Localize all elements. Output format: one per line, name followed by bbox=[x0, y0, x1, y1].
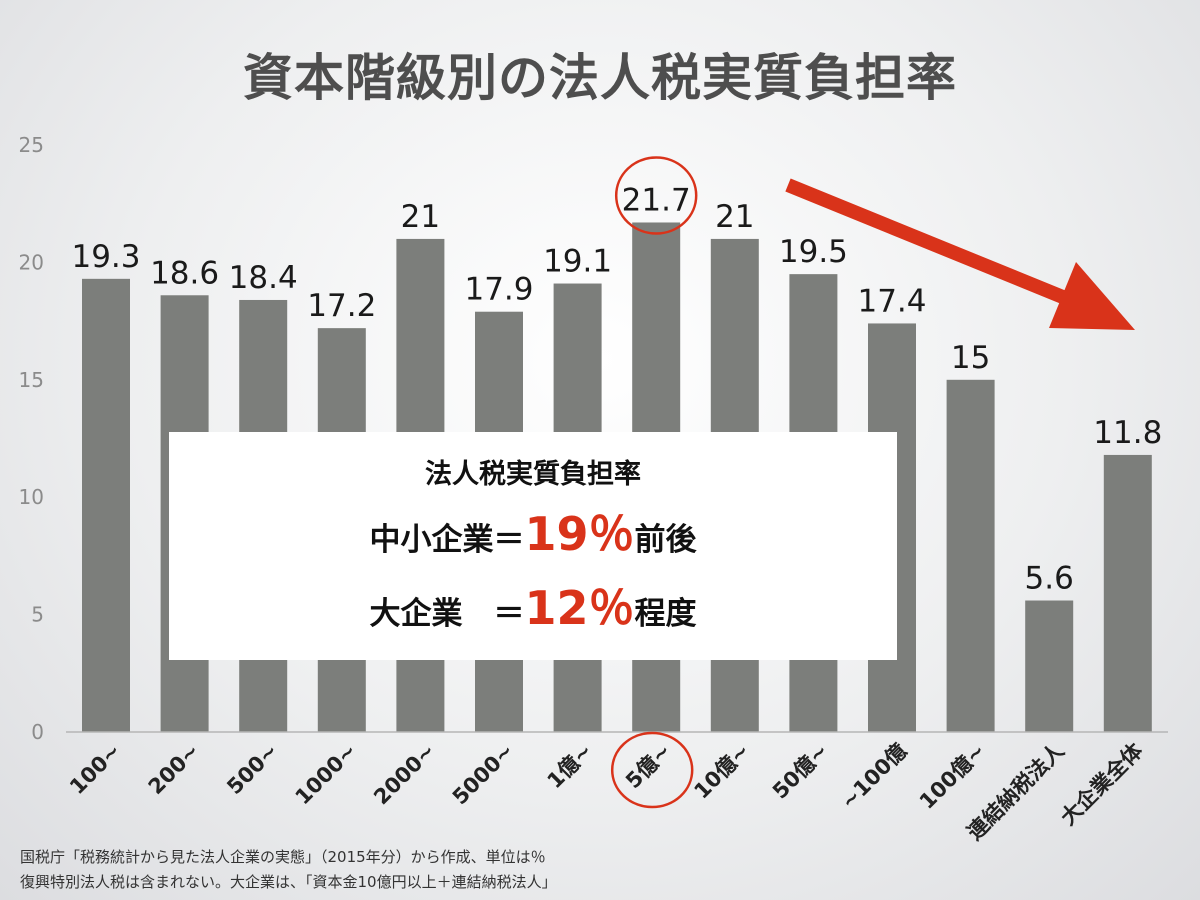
data-label: 17.2 bbox=[307, 288, 376, 324]
highlight-circle-category bbox=[610, 731, 694, 809]
y-axis: 0 5 10 15 20 25 bbox=[19, 133, 44, 744]
data-label: 19.5 bbox=[779, 234, 848, 270]
x-tick-label: 500~ bbox=[222, 739, 282, 799]
x-tick-label: 50億~ bbox=[768, 739, 833, 804]
footnote: 国税庁「税務統計から見た法人企業の実態」（2015年分）から作成、単位は％ 復興… bbox=[20, 845, 557, 895]
x-tick-label: 大企業全体 bbox=[1056, 738, 1148, 830]
data-label: 19.1 bbox=[543, 244, 612, 280]
y-tick-label: 0 bbox=[31, 720, 44, 744]
x-tick-label: 1000~ bbox=[291, 739, 362, 810]
data-label: 21.7 bbox=[622, 182, 691, 218]
data-label: 18.4 bbox=[229, 260, 298, 296]
annotations-group bbox=[610, 156, 1135, 809]
data-label: 17.4 bbox=[857, 283, 926, 319]
data-label: 5.6 bbox=[1025, 561, 1074, 597]
trend-arrow-shaft bbox=[785, 178, 1078, 309]
data-label: 21 bbox=[401, 199, 440, 235]
highlight-circle-value bbox=[614, 156, 698, 235]
x-tick-label: 200~ bbox=[144, 739, 204, 799]
data-label: 11.8 bbox=[1093, 415, 1162, 451]
sme-rate-value: 19％ bbox=[524, 507, 635, 561]
x-tick-label: ~100億 bbox=[836, 739, 911, 814]
x-tick-label: 10億~ bbox=[689, 739, 754, 804]
x-tick-label: 100~ bbox=[65, 739, 125, 799]
sme-label: 中小企業＝ bbox=[369, 522, 525, 558]
summary-large-line: 大企業 ＝12％程度 bbox=[169, 585, 897, 634]
sme-suffix: 前後 bbox=[634, 522, 697, 558]
large-suffix: 程度 bbox=[634, 596, 697, 632]
y-tick-label: 15 bbox=[19, 368, 44, 392]
bar bbox=[82, 278, 130, 732]
summary-sme-line: 中小企業＝19％前後 bbox=[169, 511, 897, 560]
bar bbox=[1103, 454, 1152, 732]
data-label: 15 bbox=[951, 340, 990, 376]
x-tick-label: 1億~ bbox=[543, 739, 598, 794]
y-tick-label: 25 bbox=[19, 133, 44, 157]
footnote-line-1: 国税庁「税務統計から見た法人企業の実態」（2015年分）から作成、単位は％ bbox=[20, 848, 546, 866]
x-tick-label: 100億~ bbox=[915, 739, 990, 814]
bar bbox=[1025, 600, 1074, 732]
data-label: 21 bbox=[715, 199, 754, 235]
x-tick-label: 5000~ bbox=[448, 739, 519, 810]
value-labels-group: 19.3 18.6 18.417.2 21 17.9 19.1 21.7 21 19.517.4… bbox=[71, 182, 1162, 596]
x-tick-label: 2000~ bbox=[369, 739, 440, 810]
bar bbox=[946, 379, 995, 732]
data-label: 17.9 bbox=[464, 272, 533, 308]
x-tick-label: 5億~ bbox=[621, 739, 676, 794]
summary-heading: 法人税実質負担率 bbox=[425, 459, 641, 490]
footnote-line-2: 復興特別法人税は含まれない。大企業は、「資本金10億円以上＋連結納税法人」 bbox=[20, 873, 557, 891]
large-rate-value: 12％ bbox=[524, 581, 635, 635]
y-tick-label: 10 bbox=[19, 485, 44, 509]
data-label: 18.6 bbox=[150, 255, 219, 291]
trend-arrow-head bbox=[1049, 262, 1135, 330]
data-label: 19.3 bbox=[71, 239, 140, 275]
large-label: 大企業 ＝ bbox=[369, 596, 525, 632]
y-tick-label: 5 bbox=[31, 603, 44, 627]
summary-box: 法人税実質負担率 中小企業＝19％前後 大企業 ＝12％程度 bbox=[169, 432, 897, 660]
chart-title: 資本階級別の法人税実質負担率 bbox=[243, 49, 957, 107]
y-tick-label: 20 bbox=[19, 250, 44, 274]
